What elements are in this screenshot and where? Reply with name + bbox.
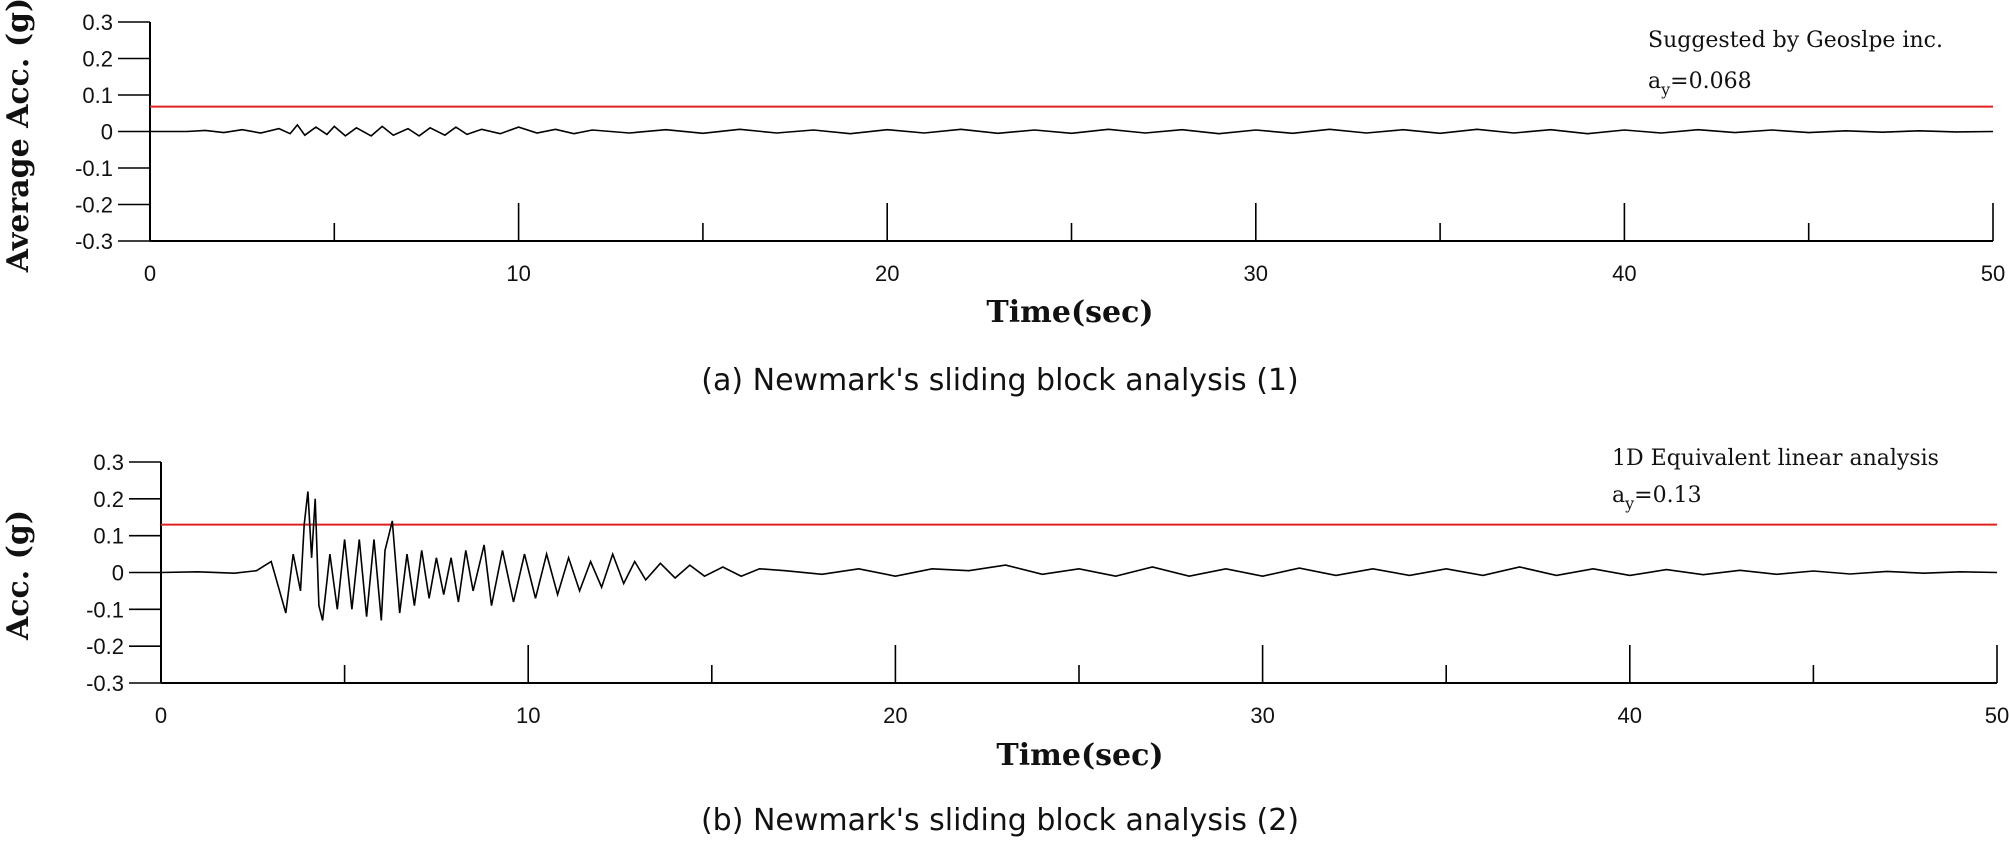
y-axis-title: Acc. (g)	[1, 510, 36, 641]
x-tick-label: 50	[1985, 703, 2009, 728]
y-tick-label: 0	[101, 120, 113, 145]
y-tick-label: -0.2	[86, 634, 124, 659]
y-tick-label: 0.1	[93, 524, 124, 549]
x-axis-title: Time(sec)	[986, 295, 1153, 330]
x-tick-label: 40	[1612, 261, 1636, 286]
y-tick-label: 0	[112, 561, 124, 586]
x-tick-label: 0	[155, 703, 167, 728]
acceleration-series-line	[150, 123, 1994, 137]
chart-panel-b: Acc. (g) 0.3 0.2 0.1 0 -0.1 -0.2 -0.3 0 10 20 30 4…	[1, 446, 2009, 838]
x-tick-label: 20	[883, 703, 907, 728]
y-tick-label: -0.2	[75, 193, 113, 218]
x-tick-label: 20	[875, 261, 899, 286]
chart-panel-a: Average Acc. (g) 0.30.20.10-0.1-0.2-0.3 …	[1, 0, 2005, 398]
caption-b: (b) Newmark's sliding block analysis (2)	[701, 803, 1299, 838]
x-tick-label: 30	[1244, 261, 1268, 286]
y-tick-label: 0.2	[82, 47, 113, 72]
x-tick-labels: 0 10 20 30 40 50	[155, 703, 2009, 728]
x-tick-labels: 0 10 20 30 40 50	[144, 261, 2005, 286]
x-tick-label: 0	[144, 261, 156, 286]
x-tick-label: 40	[1618, 703, 1642, 728]
caption-a: (a) Newmark's sliding block analysis (1)	[701, 363, 1298, 398]
y-tick-label: 0.3	[93, 450, 124, 475]
y-tick-labels: 0.3 0.2 0.1 0 -0.1 -0.2 -0.3	[86, 450, 124, 696]
y-tick-label: 0.3	[82, 10, 113, 35]
x-axis-title: Time(sec)	[996, 738, 1163, 773]
x-tick-label: 30	[1250, 703, 1274, 728]
x-tick-label: 10	[506, 261, 530, 286]
y-tick-label: 0.2	[93, 487, 124, 512]
y-tick-label: -0.3	[75, 229, 113, 254]
annotation-source: 1D Equivalent linear analysis	[1612, 446, 1939, 471]
y-tick-label: -0.3	[86, 671, 124, 696]
y-tick-labels: 0.3 0.2 0.1 0 -0.1 -0.2 -0.3	[75, 10, 113, 254]
annotation-ay: ay=0.13	[1612, 483, 1702, 513]
x-tick-label: 10	[516, 703, 540, 728]
annotation-source: Suggested by Geoslpe inc.	[1648, 28, 1943, 53]
x-tick-label: 50	[1981, 261, 2005, 286]
axes	[118, 21, 1994, 242]
acceleration-series-line	[160, 491, 1998, 621]
y-tick-label: -0.1	[86, 597, 124, 622]
y-axis-title: Average Acc. (g)	[1, 0, 36, 273]
y-tick-label: -0.1	[75, 156, 113, 181]
annotation-ay: ay=0.068	[1648, 69, 1752, 99]
y-tick-label: 0.1	[82, 83, 113, 108]
axes	[129, 461, 1998, 684]
